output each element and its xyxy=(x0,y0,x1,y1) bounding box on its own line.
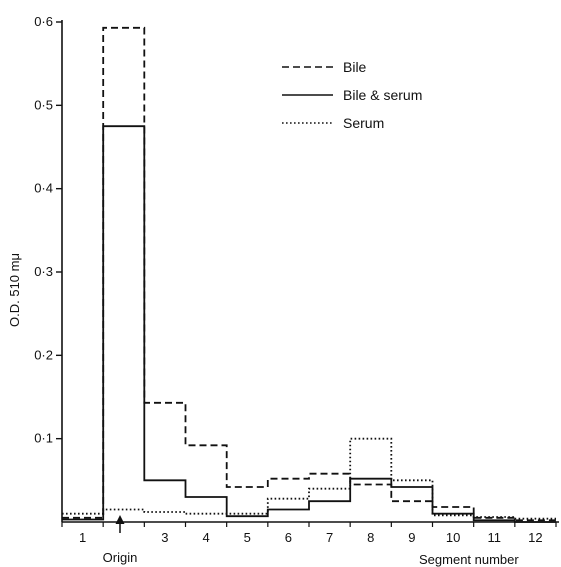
legend-label: Serum xyxy=(343,115,384,131)
x-tick-label: 12 xyxy=(528,530,542,545)
series-line-serum xyxy=(62,437,556,520)
data-series xyxy=(62,26,556,523)
legend-label: Bile & serum xyxy=(343,87,422,103)
y-axis-ticks: 0·1 0·2 0·3 0·4 0·5 0·6 xyxy=(34,14,62,446)
legend-label: Bile xyxy=(343,59,367,75)
y-tick-label: 0·6 xyxy=(34,14,53,29)
origin-annotation: Origin xyxy=(103,515,138,565)
x-tick-label: 5 xyxy=(244,530,251,545)
x-axis-label: Segment number xyxy=(419,552,519,567)
y-tick-label: 0·4 xyxy=(34,181,53,196)
y-tick-label: 0·5 xyxy=(34,97,53,112)
x-tick-label: 11 xyxy=(488,530,502,545)
legend: Bile Bile & serum Serum xyxy=(282,59,422,131)
y-tick-label: 0·2 xyxy=(34,347,53,362)
series-line-bile-serum xyxy=(62,125,556,523)
x-tick-label: 10 xyxy=(446,530,460,545)
x-tick-label: 9 xyxy=(408,530,415,545)
origin-arrow-head xyxy=(115,515,125,524)
y-tick-label: 0·3 xyxy=(34,264,53,279)
x-tick-label: 8 xyxy=(367,530,374,545)
x-tick-label: 4 xyxy=(202,530,209,545)
y-tick-label: 0·1 xyxy=(34,431,53,446)
x-axis-ticks: 1 3 4 5 6 7 8 9 10 11 12 xyxy=(61,522,557,545)
x-tick-label: 3 xyxy=(161,530,168,545)
x-tick-label: 1 xyxy=(79,530,86,545)
x-tick-label: 7 xyxy=(326,530,333,545)
x-tick-label: 6 xyxy=(285,530,292,545)
series-line-bile xyxy=(62,26,556,522)
y-axis-label: O.D. 510 mμ xyxy=(7,253,22,327)
origin-label: Origin xyxy=(103,550,138,565)
